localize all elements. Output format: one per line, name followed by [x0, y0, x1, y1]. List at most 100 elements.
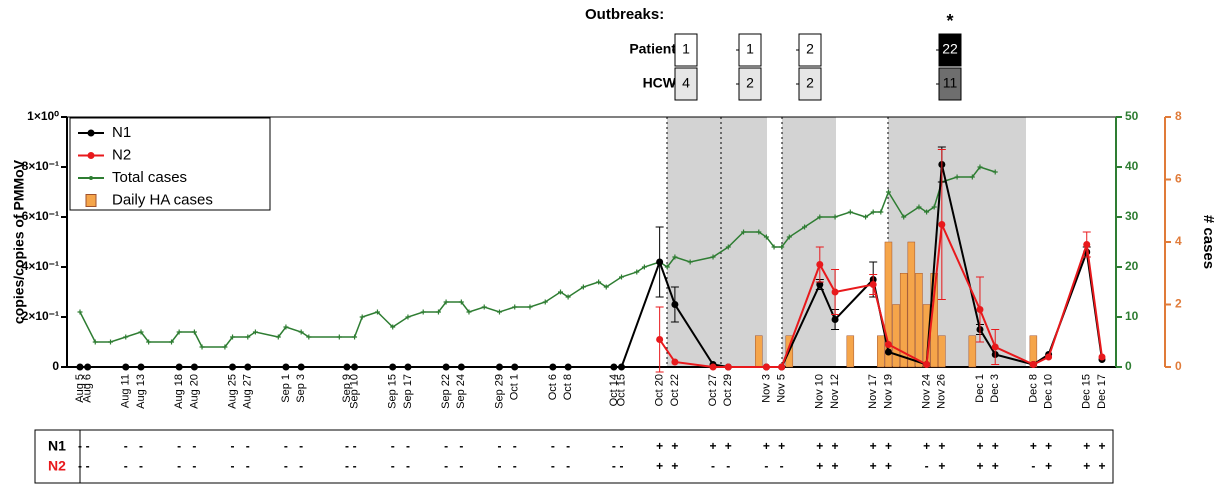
x-tick-label: Sep 9: [341, 374, 353, 403]
marker: [884, 341, 892, 348]
x-tick-label: Aug 18: [173, 374, 185, 409]
legend-label: N2: [112, 146, 131, 163]
table-cell: -: [513, 439, 517, 453]
x-tick-label: Oct 20: [654, 374, 666, 406]
marker: [542, 299, 548, 305]
table-cell: -: [78, 439, 82, 453]
y2-tick-label: 50: [1125, 109, 1139, 123]
marker: [610, 363, 618, 371]
marker: [298, 329, 304, 335]
marker: [275, 334, 281, 340]
table-cell: +: [992, 439, 999, 453]
table-cell: +: [1045, 439, 1052, 453]
patient-label: Patient: [629, 41, 676, 57]
table-cell: +: [832, 459, 839, 473]
patient-box: [674, 33, 698, 67]
x-tick-label: Sep 15: [387, 374, 399, 409]
marker: [831, 316, 839, 323]
marker: [664, 264, 670, 270]
marker: [389, 363, 397, 371]
legend-swatch: [89, 176, 93, 180]
table-cell: -: [780, 459, 784, 473]
x-tick-label: Nov 17: [867, 374, 879, 409]
marker: [496, 309, 502, 315]
marker: [230, 334, 236, 340]
marker: [832, 214, 838, 220]
table-cell: -: [353, 439, 357, 453]
table-cell: -: [513, 459, 517, 473]
marker: [244, 363, 252, 371]
table-cell: -: [459, 459, 463, 473]
y2-tick-label: 10: [1125, 309, 1139, 323]
marker: [831, 288, 839, 296]
patient-count: 1: [746, 41, 754, 57]
x-tick-label: Oct 15: [615, 374, 627, 406]
table-cell: -: [551, 439, 555, 453]
x-tick-label: Nov 3: [760, 374, 772, 403]
marker: [992, 169, 998, 175]
marker: [137, 363, 145, 371]
marker: [466, 309, 472, 315]
marker: [435, 309, 441, 315]
bar: [907, 241, 916, 368]
table-cell: +: [710, 439, 717, 453]
marker: [511, 363, 519, 371]
marker: [527, 304, 533, 310]
y3-tick-label: 6: [1175, 172, 1182, 186]
table-cell: +: [656, 459, 663, 473]
marker: [938, 221, 946, 228]
x-tick-label: Nov 19: [882, 374, 894, 409]
marker: [549, 363, 557, 371]
marker: [1045, 353, 1053, 361]
hcw-box: [938, 67, 962, 101]
marker: [671, 358, 679, 366]
table-cell: -: [284, 439, 288, 453]
table-cell: -: [764, 459, 768, 473]
table-cell: -: [620, 439, 624, 453]
hcw-count: 11: [943, 75, 958, 91]
marker: [282, 363, 290, 371]
marker: [977, 164, 983, 170]
table-cell: -: [177, 459, 181, 473]
y-tick-label: 6×10⁻¹: [22, 209, 59, 223]
x-tick-label: Oct 1: [509, 374, 521, 400]
hcw-box: [738, 67, 762, 101]
marker: [931, 204, 937, 210]
patient-count: 1: [682, 41, 690, 57]
marker: [1083, 241, 1091, 248]
table-cell: -: [86, 439, 90, 453]
table-cell: -: [566, 439, 570, 453]
marker: [816, 261, 824, 268]
y-tick-label: 4×10⁻¹: [22, 259, 59, 273]
marker: [916, 204, 922, 210]
marker: [802, 224, 808, 230]
marker: [359, 314, 365, 320]
table-cell: -: [139, 439, 143, 453]
marker: [495, 363, 503, 371]
marker: [969, 174, 975, 180]
marker: [786, 234, 792, 240]
table-cell: +: [763, 439, 770, 453]
table-cell: -: [726, 459, 730, 473]
marker: [884, 348, 892, 356]
x-tick-label: Dec 1: [974, 374, 986, 403]
x-tick-label: Aug 13: [135, 374, 147, 409]
table-cell: +: [1098, 459, 1105, 473]
table-cell: -: [192, 439, 196, 453]
table-cell: -: [246, 439, 250, 453]
table-cell: +: [976, 459, 983, 473]
table-cell: +: [725, 439, 732, 453]
marker: [175, 363, 183, 371]
table-cell: -: [231, 439, 235, 453]
legend-swatch: [87, 129, 95, 137]
marker: [671, 301, 679, 308]
marker: [557, 289, 563, 295]
table-cell: -: [711, 459, 715, 473]
hcw-count: 2: [746, 75, 754, 91]
y2-tick-label: 40: [1125, 159, 1139, 173]
marker: [885, 189, 891, 195]
marker: [138, 329, 144, 335]
marker: [512, 304, 518, 310]
marker: [869, 281, 877, 288]
marker: [199, 344, 205, 350]
